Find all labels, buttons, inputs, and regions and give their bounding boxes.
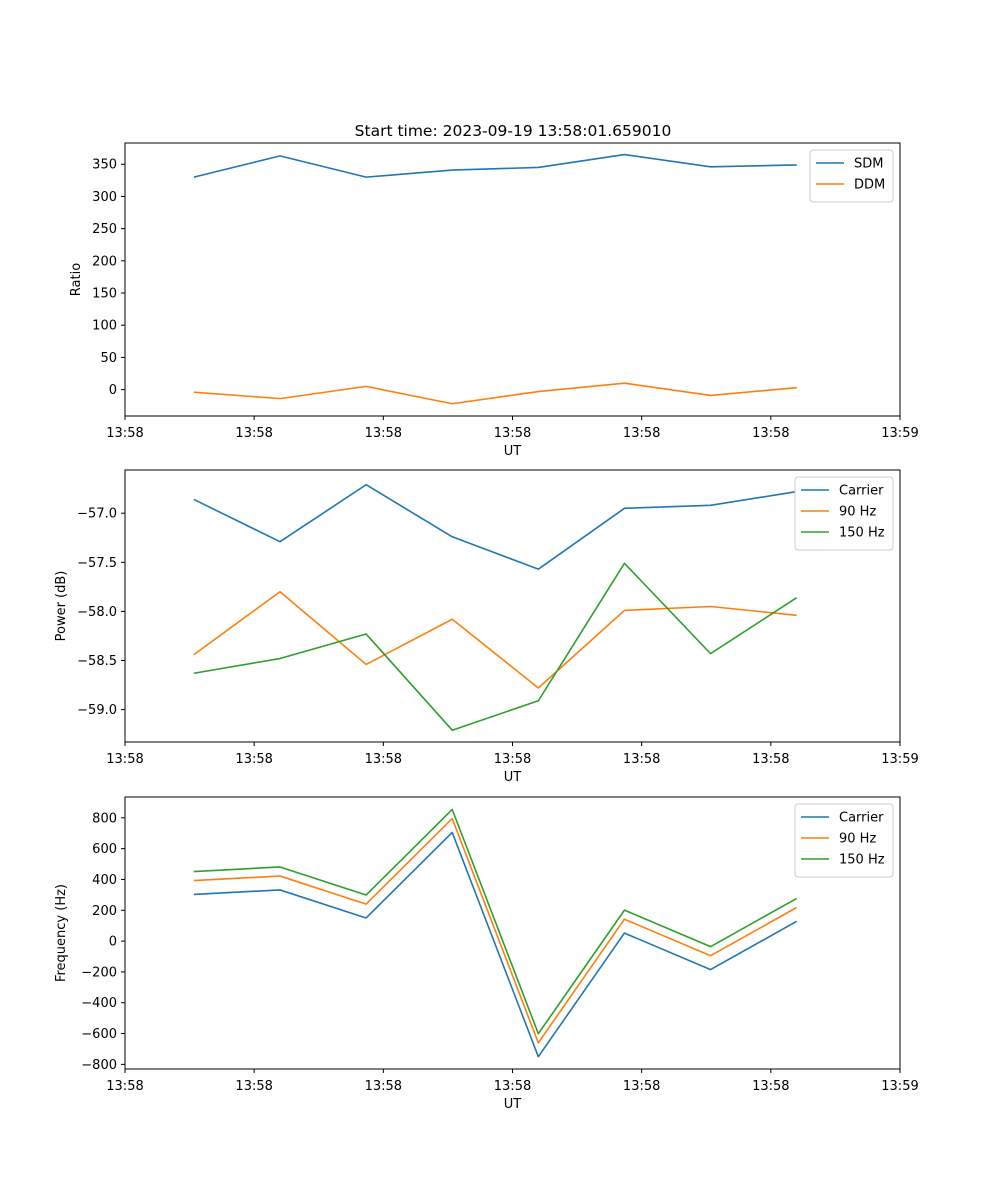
- x-axis-label: UT: [504, 1097, 522, 1112]
- x-tick-label: 13:58: [623, 426, 660, 441]
- series-line-carrier: [193, 483, 797, 570]
- legend-entry: 90 Hz: [839, 505, 876, 520]
- y-tick-label: 300: [92, 190, 117, 205]
- y-tick-label: 350: [92, 158, 117, 173]
- x-tick-label: 13:58: [752, 426, 789, 441]
- x-tick-label: 13:58: [106, 752, 143, 767]
- y-tick-label: −600: [81, 1027, 117, 1042]
- legend: Carrier 90 Hz 150 Hz: [794, 803, 894, 878]
- x-tick-label: 13:58: [494, 1079, 531, 1094]
- series-line-sdm: [193, 153, 797, 178]
- y-tick-label: 150: [92, 287, 117, 302]
- y-tick-label: −58.5: [77, 654, 117, 669]
- x-tick-label: 13:58: [235, 426, 272, 441]
- y-tick-label: −800: [81, 1058, 117, 1073]
- x-tick-label: 13:58: [623, 1079, 660, 1094]
- x-axis-label: UT: [504, 770, 522, 785]
- legend-entry: 150 Hz: [839, 853, 885, 868]
- series-line-90-hz: [193, 590, 797, 689]
- x-tick-label: 13:58: [365, 752, 402, 767]
- y-tick-label: 200: [92, 904, 117, 919]
- x-tick-label: 13:58: [235, 1079, 272, 1094]
- y-tick-label: 400: [92, 873, 117, 888]
- x-tick-label: 13:58: [752, 752, 789, 767]
- y-axis-label: Ratio: [69, 263, 84, 296]
- y-tick-label: 0: [109, 383, 117, 398]
- axes-frame: [124, 796, 901, 1070]
- y-tick-label: 50: [100, 351, 117, 366]
- x-tick-label: 13:58: [365, 1079, 402, 1094]
- x-tick-label: 13:58: [494, 752, 531, 767]
- y-tick-label: 0: [109, 935, 117, 950]
- x-tick-label: 13:59: [881, 752, 918, 767]
- y-tick-label: 100: [92, 319, 117, 334]
- x-tick-label: 13:59: [881, 1079, 918, 1094]
- legend-entry: Carrier: [839, 811, 884, 826]
- y-tick-label: −200: [81, 965, 117, 980]
- y-tick-label: −400: [81, 996, 117, 1011]
- series-line-90-hz: [193, 817, 798, 1044]
- y-tick-label: 800: [92, 811, 117, 826]
- legend-entry: 90 Hz: [839, 832, 876, 847]
- legend: SDM DDM: [809, 149, 894, 203]
- y-tick-label: 250: [92, 222, 117, 237]
- axes-frame: [124, 142, 901, 417]
- y-tick-label: −57.0: [77, 507, 117, 522]
- x-tick-label: 13:58: [235, 752, 272, 767]
- power-panel: −59.0 −58.5 −58.0 −57.5 −57.0 13:58 13:58 13:58…: [54, 469, 919, 785]
- x-tick-label: 13:58: [494, 426, 531, 441]
- legend-entry: Carrier: [839, 484, 884, 499]
- y-tick-label: −59.0: [77, 703, 117, 718]
- ratio-panel: 0 50 100 150 200 250 300 350 13:58 13:58 13:58 13:5…: [69, 142, 919, 459]
- legend-entry: DDM: [854, 178, 885, 193]
- y-tick-label: 200: [92, 254, 117, 269]
- frequency-panel: −800 −600 −400 −200 0 200 400 600 800 13:58 13:58 1…: [54, 796, 919, 1112]
- x-tick-label: 13:58: [106, 426, 143, 441]
- x-tick-label: 13:59: [881, 426, 918, 441]
- y-tick-label: −57.5: [77, 556, 117, 571]
- legend-entry: SDM: [854, 157, 883, 172]
- series-line-carrier: [193, 831, 798, 1058]
- y-tick-label: −58.0: [77, 605, 117, 620]
- x-tick-label: 13:58: [623, 752, 660, 767]
- x-tick-label: 13:58: [365, 426, 402, 441]
- y-axis-label: Frequency (Hz): [54, 884, 69, 982]
- y-tick-label: 600: [92, 842, 117, 857]
- series-line-ddm: [193, 382, 797, 405]
- legend-entry: 150 Hz: [839, 526, 885, 541]
- x-tick-label: 13:58: [752, 1079, 789, 1094]
- y-axis-label: Power (dB): [54, 571, 69, 642]
- series-line-150-hz: [193, 808, 798, 1035]
- legend: Carrier 90 Hz 150 Hz: [794, 476, 894, 551]
- figure-title: Start time: 2023-09-19 13:58:01.659010: [355, 122, 672, 140]
- series-line-150-hz: [193, 562, 798, 732]
- x-axis-label: UT: [504, 444, 522, 459]
- x-tick-label: 13:58: [106, 1079, 143, 1094]
